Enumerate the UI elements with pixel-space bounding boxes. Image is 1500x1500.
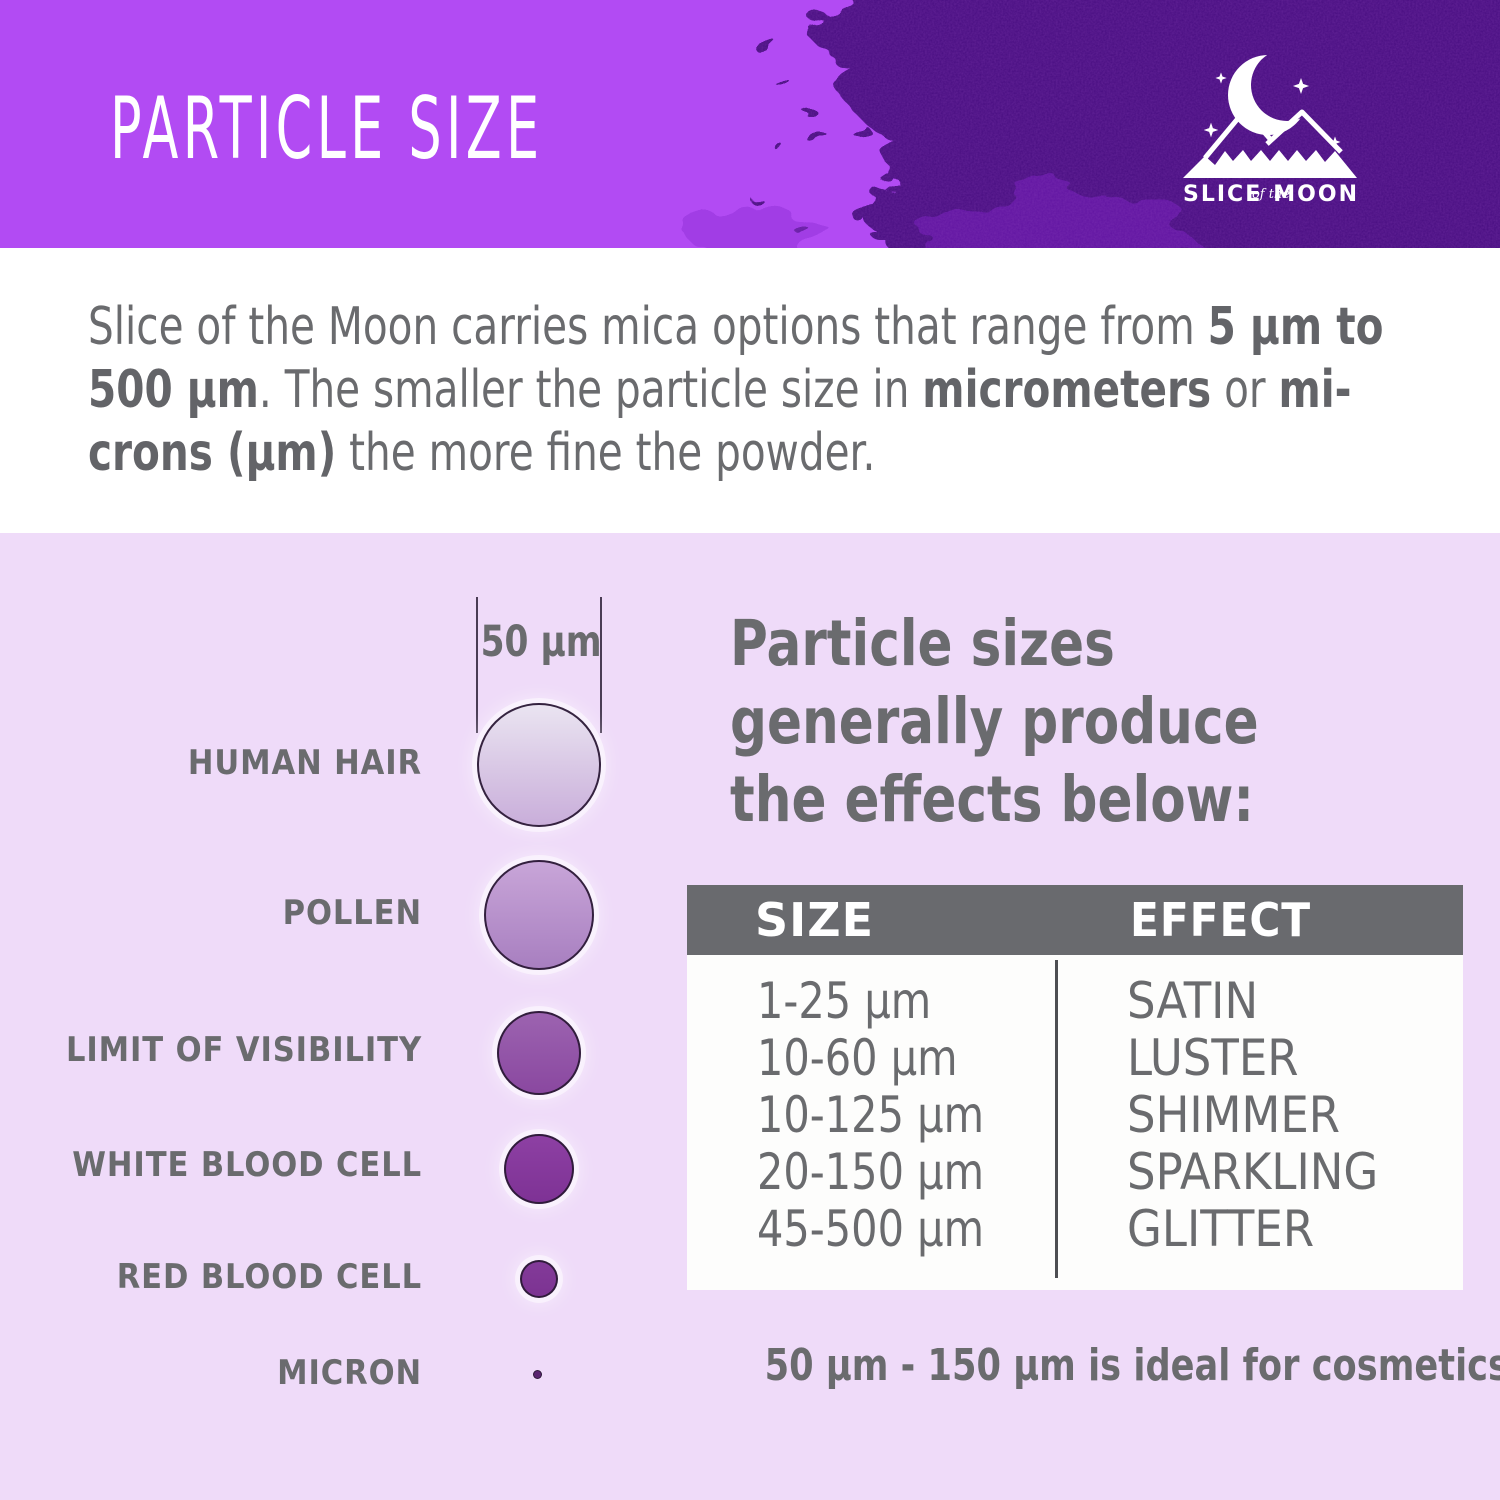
- particle-size-title: PARTICLE SIZE: [110, 79, 544, 179]
- circle-micron: [533, 1370, 542, 1379]
- effects-heading-line-1: Particle sizes: [730, 607, 1115, 680]
- scale-bracket-left-line: [476, 597, 478, 733]
- table-header-size: SIZE: [755, 893, 875, 947]
- table-cell-size: 20-150 μm: [757, 1143, 985, 1201]
- scale-label: 50 μm: [480, 617, 602, 667]
- size-comparison-section: 50 μm HUMAN HAIR POLLEN LIMIT OF VISIBIL…: [0, 533, 1500, 1500]
- diagram-label-red-blood-cell: RED BLOOD CELL: [116, 1257, 423, 1297]
- circle-white-blood-cell: [504, 1134, 574, 1204]
- moon-icon: [1228, 55, 1308, 135]
- diagram-label-micron: MICRON: [277, 1353, 422, 1393]
- intro-paragraph: Slice of the Moon carries mica options t…: [88, 296, 1383, 485]
- svg-text:SLICE: SLICE: [1183, 182, 1262, 207]
- header-band: PARTICLE SIZE: [0, 0, 1500, 248]
- cosmetics-note: 50 μm - 150 μm is ideal for cosmetics: [764, 1340, 1500, 1391]
- table-cell-size: 45-500 μm: [757, 1200, 985, 1258]
- table-effect-column: SATIN LUSTER SHIMMER SPARKLING GLITTER: [1127, 973, 1378, 1258]
- table-header-effect: EFFECT: [1130, 893, 1312, 947]
- table-cell-effect: LUSTER: [1127, 1029, 1299, 1087]
- table-size-column: 1-25 μm 10-60 μm 10-125 μm 20-150 μm 45-…: [757, 973, 984, 1258]
- effects-heading: Particle sizes generally produce the eff…: [730, 605, 1259, 839]
- diagram-label-pollen: POLLEN: [282, 893, 422, 933]
- size-effect-table: SIZE EFFECT 1-25 μm 10-60 μm 10-125 μm 2…: [687, 885, 1463, 1290]
- diagram-label-limit-of-visibility: LIMIT OF VISIBILITY: [65, 1030, 422, 1070]
- circle-pollen: [484, 860, 594, 970]
- table-body: 1-25 μm 10-60 μm 10-125 μm 20-150 μm 45-…: [687, 955, 1463, 1290]
- table-cell-size: 10-125 μm: [757, 1086, 985, 1144]
- brand-logo: SLICE of the MOON: [1183, 55, 1359, 207]
- circle-red-blood-cell: [520, 1260, 558, 1298]
- circle-human-hair: [477, 703, 601, 827]
- intro-line-2: 500 μm. The smaller the particle size in…: [88, 360, 1352, 420]
- intro-line-1: Slice of the Moon carries mica options t…: [88, 297, 1384, 357]
- mountains-icon: [1183, 107, 1357, 178]
- table-column-divider: [1055, 960, 1058, 1278]
- table-cell-effect: SATIN: [1127, 972, 1259, 1030]
- table-header-row: SIZE EFFECT: [687, 885, 1463, 955]
- diagram-label-human-hair: HUMAN HAIR: [187, 743, 422, 783]
- table-cell-effect: SPARKLING: [1127, 1143, 1379, 1201]
- effects-heading-line-2: generally produce: [730, 685, 1259, 758]
- svg-text:of the: of the: [1252, 187, 1290, 202]
- table-cell-size: 10-60 μm: [757, 1029, 958, 1087]
- scale-bracket-right-line: [600, 597, 602, 733]
- diagram-label-white-blood-cell: WHITE BLOOD CELL: [72, 1145, 422, 1185]
- table-cell-effect: SHIMMER: [1127, 1086, 1341, 1144]
- intro-line-3: crons (μm) the more fine the powder.: [88, 423, 876, 483]
- table-cell-effect: GLITTER: [1127, 1200, 1315, 1258]
- brand-name: SLICE of the MOON: [1183, 182, 1359, 207]
- circle-limit-of-visibility: [497, 1011, 581, 1095]
- svg-text:MOON: MOON: [1273, 182, 1359, 207]
- table-cell-size: 1-25 μm: [757, 972, 932, 1030]
- effects-heading-line-3: the effects below:: [730, 763, 1255, 836]
- mica-powder-texture: [660, 0, 1500, 248]
